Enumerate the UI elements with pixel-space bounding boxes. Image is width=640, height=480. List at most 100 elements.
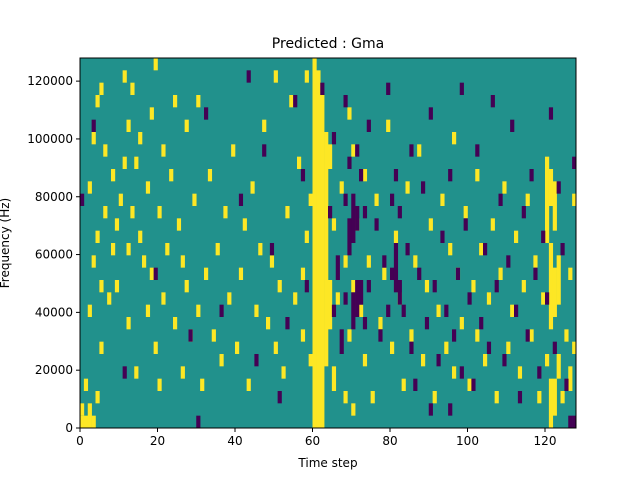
heatmap-cell-high	[444, 341, 449, 354]
y-axis-label: Frequency (Hz)	[0, 198, 12, 289]
heatmap-cell-low	[393, 243, 399, 293]
heatmap-cell-low	[541, 230, 546, 243]
heatmap-cell-high	[192, 193, 197, 206]
heatmap-cell-high	[479, 243, 484, 256]
heatmap-cell-low	[479, 317, 484, 330]
heatmap-cell-low	[409, 341, 414, 354]
heatmap-cell-high	[285, 206, 290, 219]
heatmap-cell-high	[80, 403, 85, 416]
heatmap-cell-low	[219, 304, 224, 317]
heatmap-cell-low	[475, 144, 480, 157]
heatmap-cell-high	[359, 304, 364, 317]
heatmap-cell-high	[246, 378, 251, 391]
heatmap-cell-high	[312, 58, 317, 428]
heatmap-cell-high	[184, 280, 189, 293]
heatmap-cell-high	[552, 378, 557, 416]
heatmap-cell-high	[316, 70, 321, 428]
heatmap-cell-low	[521, 206, 526, 219]
heatmap-cell-high	[331, 218, 337, 231]
heatmap-cell-high	[95, 391, 100, 404]
heatmap-cell-high	[269, 255, 275, 268]
heatmap-cell-low	[91, 119, 96, 132]
heatmap-cell-high	[417, 144, 422, 157]
heatmap-cell-low	[331, 304, 337, 317]
heatmap-cell-high	[564, 329, 569, 342]
heatmap-cell-high	[351, 280, 356, 293]
y-tick-label: 0	[65, 421, 73, 435]
plot-frame	[79, 57, 577, 429]
y-tick-label: 40000	[35, 305, 73, 319]
heatmap-cell-high	[448, 243, 453, 256]
x-axis-ticks: 0 20 40 60 80 100 120	[76, 428, 556, 448]
heatmap-cell-high	[351, 144, 356, 157]
heatmap-cell-high	[223, 206, 228, 219]
heatmap-cell-low	[494, 280, 499, 293]
heatmap-cell-low	[448, 169, 453, 182]
heatmap-cell-high	[506, 341, 511, 354]
heatmap-cell-low	[339, 329, 344, 354]
heatmap-cell-high	[300, 267, 306, 280]
heatmap-cell-high	[180, 255, 185, 268]
heatmap-cell-high	[525, 193, 530, 206]
heatmap-cell-high	[386, 119, 391, 132]
heatmap-cell-low	[366, 119, 371, 132]
heatmap-cell-high	[289, 95, 294, 108]
heatmap-cell-low	[552, 341, 557, 354]
heatmap-cell-high	[258, 243, 263, 256]
heatmap-cell-high	[91, 415, 96, 428]
heatmap-cell-low	[382, 255, 387, 268]
heatmap-cell-high	[347, 107, 352, 120]
heatmap-cell-high	[568, 267, 573, 280]
heatmap-cell-low	[374, 218, 379, 231]
heatmap-cell-low	[355, 144, 360, 157]
heatmap-cell-low	[467, 292, 472, 305]
heatmap-cell-low	[351, 193, 356, 243]
heatmap-cell-high	[157, 378, 162, 391]
heatmap-cell-high	[118, 193, 123, 206]
heatmap-cell-high	[114, 280, 120, 293]
heatmap-cell-low	[432, 280, 437, 293]
heatmap-cell-high	[219, 354, 224, 367]
heatmap-cell-low	[390, 193, 395, 206]
heatmap-cell-high	[165, 243, 170, 256]
heatmap-cell-high	[324, 132, 329, 367]
heatmap-cell-high	[87, 304, 92, 317]
heatmap-cell-high	[95, 95, 100, 108]
heatmap-cell-high	[428, 218, 433, 231]
heatmap-cell-low	[386, 82, 391, 95]
heatmap-cell-low	[506, 255, 511, 268]
heatmap-cell-high	[432, 391, 437, 404]
heatmap-cell-low	[486, 341, 492, 354]
heatmap-cell-low	[463, 218, 468, 231]
heatmap-cell-high	[510, 304, 515, 317]
heatmap-cell-low	[421, 181, 426, 194]
heatmap-cell-high	[176, 218, 182, 231]
heatmap-cell-high	[99, 341, 104, 354]
heatmap-cell-high	[281, 366, 286, 379]
heatmap-cell-low	[498, 193, 503, 206]
heatmap-cell-low	[390, 267, 395, 280]
heatmap-cell-high	[80, 415, 85, 428]
heatmap-cell-high	[304, 70, 309, 83]
heatmap-cell-high	[331, 366, 337, 391]
heatmap-cell-high	[521, 280, 526, 293]
heatmap-cell-low	[343, 292, 348, 305]
heatmap-cell-low	[525, 329, 530, 342]
heatmap-cell-low	[362, 317, 368, 330]
heatmap-cell-high	[560, 391, 565, 404]
heatmap-cell-high	[483, 354, 488, 367]
heatmap-cell-low	[405, 243, 410, 256]
heatmap-cell-high	[126, 243, 131, 256]
heatmap-cell-high	[207, 169, 213, 182]
heatmap-cell-low	[440, 230, 445, 243]
heatmap-cell-high	[351, 403, 356, 416]
heatmap-cell-low	[556, 181, 561, 194]
y-tick-label: 100000	[27, 132, 73, 146]
heatmap-cell-high	[421, 354, 426, 367]
heatmap-cell-low	[269, 243, 275, 256]
heatmap-cell-low	[153, 267, 158, 280]
heatmap-cell-low	[436, 354, 441, 367]
heatmap-cell-high	[308, 193, 313, 206]
heatmap-cell-high	[572, 341, 577, 354]
y-tick-label: 60000	[35, 248, 73, 262]
